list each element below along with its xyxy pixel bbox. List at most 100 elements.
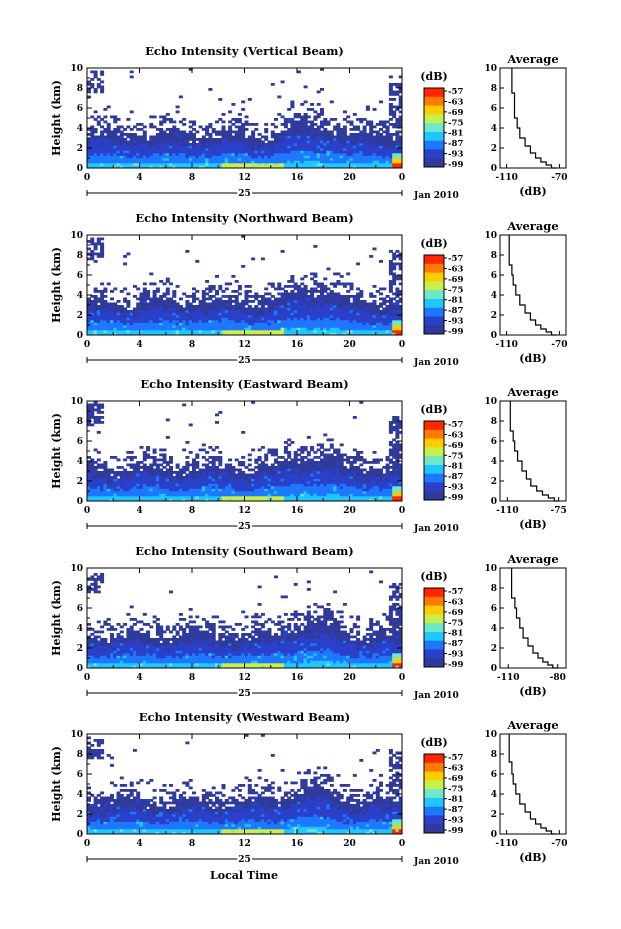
heatmap-cell [300,115,305,119]
heatmap-cell [356,320,361,323]
heatmap-cell [316,290,321,293]
heatmap-cell [188,320,193,323]
heatmap-cell [346,483,351,487]
heatmap-cell [372,140,377,144]
heatmap-cell [388,163,393,166]
heatmap-cell [379,330,383,333]
heatmap-cell [106,330,111,333]
heatmap-cell [162,322,167,326]
heatmap-cell [119,290,124,293]
heatmap-cell [129,138,134,141]
heatmap-cell [136,143,141,146]
heatmap-cell [247,290,252,293]
heatmap-cell [313,305,318,308]
heatmap-cell [116,481,121,484]
heatmap-cell [297,300,301,303]
heatmap-cell [195,453,200,457]
heatmap-cell [208,478,213,482]
heatmap-cell [155,330,160,333]
heatmap-cell [119,145,124,149]
heatmap-cell [270,165,275,168]
heatmap-cell [218,287,223,291]
heatmap-cell [169,307,173,311]
heatmap-cell [113,138,118,141]
heatmap-cell [323,486,328,489]
heatmap-cell [178,317,183,321]
heatmap-cell [346,307,351,311]
heatmap-cell [129,135,134,139]
heatmap-cell [96,481,101,484]
heatmap-cell [208,481,213,484]
heatmap-cell [237,325,242,328]
heatmap-cell [274,163,278,166]
heatmap-cell [106,130,111,134]
heatmap-cell [136,483,141,487]
heatmap-cell [139,297,144,301]
heatmap-cell [123,165,128,168]
heatmap-cell [175,483,180,487]
heatmap-cell [336,310,341,313]
heatmap-cell [221,473,226,477]
heatmap-cell [372,320,377,323]
heatmap-cell [251,493,256,497]
heatmap-cell [178,158,183,161]
heatmap-cell [132,463,137,467]
heatmap-cell [306,108,311,111]
heatmap-cell [103,315,108,318]
heatmap-cell [231,153,236,156]
heatmap-cell [247,138,252,141]
heatmap-cell [365,138,370,141]
heatmap-cell [346,305,351,308]
heatmap-cell [316,317,321,321]
heatmap-cell [129,128,134,131]
heatmap-cell [385,130,390,134]
heatmap-cell [129,473,134,477]
heatmap-cell [346,295,351,298]
heatmap-cell [300,158,305,161]
heatmap-cell [100,250,105,253]
heatmap-cell [205,322,210,326]
heatmap-cell [303,297,308,301]
heatmap-cell [218,165,223,168]
heatmap-cell [333,150,338,154]
heatmap-cell [152,322,157,326]
heatmap-cell [251,155,256,159]
heatmap-cell [260,320,265,323]
heatmap-cell [342,320,347,323]
heatmap-cell [297,70,301,74]
heatmap-cell [123,312,128,316]
heatmap-cell [237,315,242,318]
heatmap-cell [313,468,318,472]
heatmap-cell [385,315,390,318]
heatmap-cell [352,468,357,472]
heatmap-cell [382,145,387,149]
heatmap-cell [306,155,311,159]
heatmap-cell [178,315,183,318]
heatmap-cell [228,140,233,144]
heatmap-cell [300,287,305,291]
heatmap-cell [283,297,288,301]
heatmap-cell [270,488,275,492]
heatmap-cell [329,456,334,459]
heatmap-cell [195,153,200,156]
heatmap-cell [126,150,131,154]
heatmap-cell [260,461,265,464]
heatmap-cell [87,473,91,477]
heatmap-cell [310,295,315,298]
heatmap-cell [221,332,226,335]
heatmap-cell [395,332,400,335]
heatmap-cell [90,128,95,131]
heatmap-cell [336,282,341,286]
heatmap-cell [283,123,288,126]
heatmap-cell [87,297,91,301]
heatmap-cell [365,330,370,333]
heatmap-cell [320,458,324,462]
heatmap-cell [352,297,357,301]
heatmap-cell [323,305,328,308]
heatmap-cell [313,456,318,459]
heatmap-cell [192,317,196,321]
heatmap-cell [237,285,242,288]
heatmap-cell [297,302,301,306]
colorbar-segment [424,255,444,265]
heatmap-cell [208,150,213,154]
